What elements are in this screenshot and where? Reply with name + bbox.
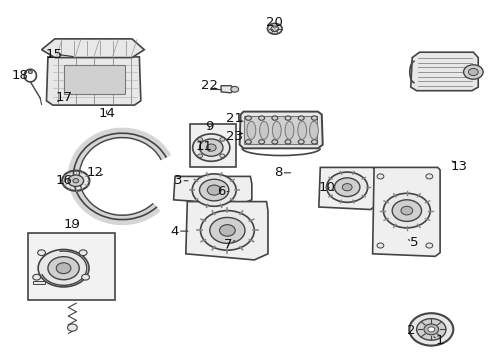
Text: 23: 23 [226, 130, 243, 143]
Circle shape [271, 140, 277, 144]
Polygon shape [46, 57, 141, 105]
Circle shape [408, 313, 452, 346]
Polygon shape [239, 112, 322, 148]
Text: 16: 16 [55, 174, 72, 187]
Circle shape [326, 172, 367, 202]
Circle shape [271, 116, 277, 120]
Text: 13: 13 [449, 160, 466, 173]
Bar [189, 124, 236, 167]
Text: 3: 3 [174, 174, 183, 187]
Circle shape [258, 140, 264, 144]
Circle shape [81, 274, 89, 280]
Circle shape [416, 319, 445, 340]
Text: 5: 5 [409, 237, 418, 249]
Circle shape [334, 178, 359, 197]
Circle shape [219, 225, 235, 236]
Ellipse shape [297, 121, 306, 139]
Circle shape [427, 327, 434, 332]
Text: 12: 12 [87, 166, 103, 179]
Circle shape [376, 243, 383, 248]
Polygon shape [410, 52, 477, 91]
Circle shape [285, 116, 290, 120]
Circle shape [220, 154, 224, 158]
Text: 14: 14 [98, 107, 115, 120]
Circle shape [267, 23, 282, 34]
Ellipse shape [309, 121, 318, 139]
Text: 7: 7 [224, 238, 232, 251]
Circle shape [38, 249, 89, 287]
Circle shape [73, 179, 79, 183]
Circle shape [192, 174, 236, 206]
Circle shape [425, 243, 432, 248]
Text: 9: 9 [204, 120, 213, 133]
Circle shape [423, 324, 438, 335]
Text: 11: 11 [196, 140, 212, 153]
Circle shape [79, 250, 87, 256]
Text: 6: 6 [217, 185, 225, 198]
Circle shape [28, 71, 32, 73]
Text: 10: 10 [318, 181, 334, 194]
Text: 22: 22 [201, 79, 217, 92]
Circle shape [207, 185, 221, 195]
Circle shape [468, 68, 477, 76]
Circle shape [258, 116, 264, 120]
Circle shape [200, 211, 254, 250]
Text: 21: 21 [226, 112, 243, 125]
Bar [244, 116, 316, 144]
Text: 4: 4 [170, 225, 179, 238]
Circle shape [38, 250, 45, 256]
Circle shape [206, 144, 216, 151]
Circle shape [245, 140, 251, 144]
Circle shape [220, 138, 224, 141]
Circle shape [342, 184, 351, 191]
Ellipse shape [246, 121, 255, 139]
Polygon shape [185, 202, 267, 260]
Circle shape [68, 175, 83, 186]
Circle shape [425, 174, 432, 179]
Circle shape [383, 193, 429, 228]
Text: 18: 18 [11, 69, 28, 82]
Circle shape [311, 140, 317, 144]
Circle shape [56, 263, 71, 274]
Bar [28, 233, 115, 300]
Circle shape [270, 26, 278, 32]
Circle shape [197, 138, 202, 141]
Circle shape [62, 171, 89, 191]
Polygon shape [372, 167, 439, 256]
Polygon shape [318, 167, 375, 210]
Circle shape [199, 139, 223, 156]
Polygon shape [41, 39, 144, 58]
Ellipse shape [259, 121, 268, 139]
Circle shape [197, 154, 202, 158]
Text: 19: 19 [64, 219, 81, 231]
Circle shape [376, 174, 383, 179]
Text: 1: 1 [435, 334, 444, 347]
Circle shape [298, 116, 304, 120]
Circle shape [245, 116, 251, 120]
Ellipse shape [272, 121, 281, 139]
Circle shape [230, 86, 238, 92]
Circle shape [209, 217, 244, 243]
Circle shape [463, 65, 482, 79]
Text: 15: 15 [45, 48, 62, 60]
Polygon shape [173, 176, 251, 204]
Text: 20: 20 [266, 16, 283, 29]
Ellipse shape [285, 121, 293, 139]
Circle shape [33, 274, 41, 280]
Circle shape [311, 116, 317, 120]
Polygon shape [221, 86, 234, 93]
Circle shape [67, 324, 77, 331]
Circle shape [192, 134, 229, 161]
Circle shape [391, 200, 421, 221]
Text: 8: 8 [274, 166, 283, 179]
Circle shape [199, 179, 228, 201]
Polygon shape [33, 281, 45, 284]
Circle shape [48, 257, 79, 280]
Circle shape [298, 140, 304, 144]
Circle shape [400, 206, 412, 215]
Circle shape [285, 140, 290, 144]
Text: 2: 2 [406, 324, 414, 337]
Text: 17: 17 [55, 91, 72, 104]
Bar [63, 65, 124, 94]
